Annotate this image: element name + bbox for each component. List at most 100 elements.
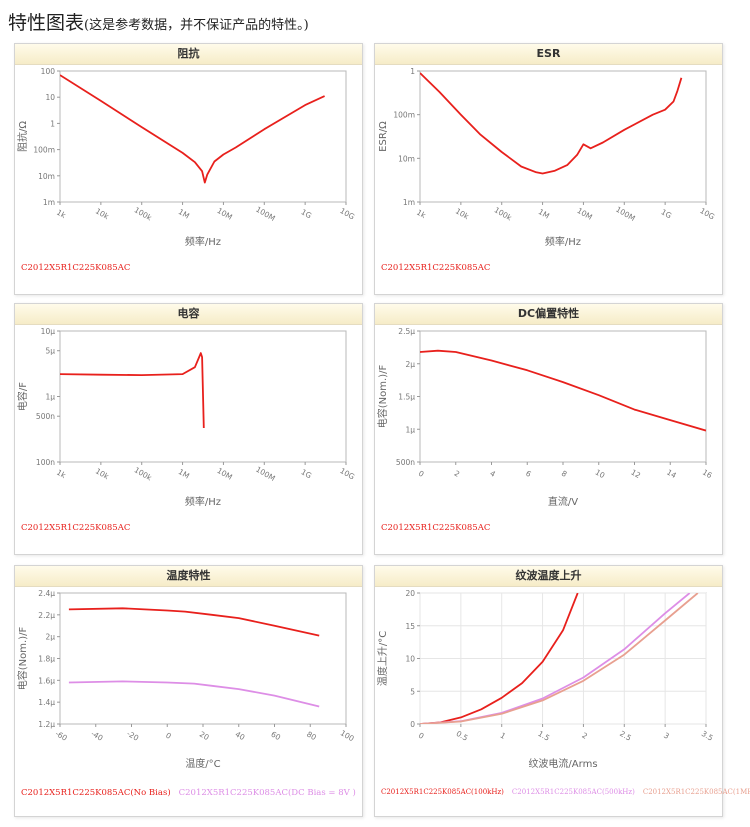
x-tick-label: 10G xyxy=(698,206,716,222)
x-axis-label: 频率/Hz xyxy=(545,235,581,248)
y-tick-label: 2.2μ xyxy=(38,611,55,620)
x-tick-label: 10G xyxy=(338,206,356,222)
ripple-panel: 纹波温度上升 0 5 10 15 20 0 0.5 1 1.5 2 2.5 3 3.5 纹波电流/Arms… xyxy=(374,565,750,817)
legend-item: C2012X5R1C225K085AC(DC Bias = 8V ) xyxy=(178,788,356,798)
esr-chart: 1m 10m 100m 1 1k 10k 100k 1M 10M 100M 1G 10G 频率/Hz ES… xyxy=(378,67,716,248)
x-tick-label: 0 xyxy=(417,731,426,741)
chart-title: 纹波温度上升 xyxy=(375,566,722,587)
y-tick-label: 100m xyxy=(33,146,55,155)
legend-item: C2012X5R1C225K085AC(No Bias) xyxy=(21,788,171,798)
x-tick-label: 100 xyxy=(339,728,356,743)
y-tick-label: 2μ xyxy=(45,633,55,642)
x-tick-label: 2 xyxy=(453,469,462,479)
y-tick-label: 10 xyxy=(45,93,55,102)
x-tick-label: 100k xyxy=(133,205,154,222)
y-tick-label: 20 xyxy=(405,589,415,598)
y-axis-label: 阻抗/Ω xyxy=(16,121,29,152)
x-tick-label: 100k xyxy=(133,465,154,482)
x-axis-label: 频率/Hz xyxy=(185,235,221,248)
x-tick-label: 6 xyxy=(524,469,533,479)
temperature-chart: 1.2μ 1.4μ 1.6μ 1.8μ 2μ 2.2μ 2.4μ -60 -40 -20 0 20 40… xyxy=(16,589,356,770)
y-tick-label: 5 xyxy=(410,687,415,696)
page-heading: 特性图表(这是参考数据，并不保证产品的特性。) xyxy=(8,8,309,35)
impedance-panel: 阻抗 1m 10m 100m 1 10 100 1k 10k 100k 1M 10M 100M 1G 10… xyxy=(14,43,363,295)
esr-panel: ESR 1m 10m 100m 1 1k 10k 100k 1M 10M 100M 1G 10G 频率/… xyxy=(374,43,723,295)
temperature-panel: 温度特性 1.2μ 1.4μ 1.6μ 1.8μ 2μ 2.2μ 2.4μ -60 -40 -20… xyxy=(14,565,363,817)
series-line-3 xyxy=(420,593,699,724)
legend-item: C2012X5R1C225K085AC xyxy=(381,263,491,273)
x-tick-label: 10k xyxy=(94,466,111,481)
series-line-1 xyxy=(60,74,325,184)
x-tick-label: 10M xyxy=(215,206,233,222)
y-tick-label: 1m xyxy=(43,198,55,207)
x-tick-label: 3.5 xyxy=(700,729,715,743)
dc-bias-chart: 500n 1μ 1.5μ 2μ 2.5μ 0 2 4 6 8 10 12 14 16 直流/V 电容(Nom.… xyxy=(376,327,714,508)
x-tick-label: 10M xyxy=(215,466,233,482)
series-line-1 xyxy=(60,352,205,429)
series-line-2 xyxy=(68,680,320,708)
y-tick-label: 10 xyxy=(405,655,415,664)
x-tick-label: 80 xyxy=(305,730,318,743)
x-tick-label: -40 xyxy=(89,729,104,743)
x-tick-label: 20 xyxy=(198,730,211,743)
legend-item: C2012X5R1C225K085AC xyxy=(381,523,491,533)
x-tick-label: 16 xyxy=(701,468,714,481)
chart-legend: C2012X5R1C225K085AC xyxy=(21,523,138,533)
legend-item: C2012X5R1C225K085AC(100kHz) xyxy=(381,788,504,796)
x-tick-label: 100M xyxy=(254,465,277,483)
x-tick-label: 2.5 xyxy=(618,729,633,743)
x-tick-label: 10M xyxy=(575,206,593,222)
chart-legend: C2012X5R1C225K085AC xyxy=(381,523,498,533)
y-axis-label: 电容/F xyxy=(16,382,29,411)
y-tick-label: 500n xyxy=(396,458,415,467)
x-tick-label: -20 xyxy=(125,729,140,743)
x-axis-label: 纹波电流/Arms xyxy=(528,757,597,770)
plot-area xyxy=(419,70,707,203)
series-line-1 xyxy=(68,607,320,637)
x-tick-label: 10G xyxy=(338,466,356,482)
x-tick-label: 10k xyxy=(454,206,471,221)
x-tick-label: 0 xyxy=(164,731,173,741)
y-tick-label: 1.8μ xyxy=(38,655,55,664)
legend-item: C2012X5R1C225K085AC xyxy=(21,523,131,533)
x-tick-label: 3 xyxy=(662,731,671,741)
x-tick-label: 1M xyxy=(537,207,551,220)
x-tick-label: 10 xyxy=(594,468,607,481)
y-tick-label: 1.4μ xyxy=(38,698,55,707)
x-tick-label: 40 xyxy=(234,730,247,743)
chart-legend: C2012X5R1C225K085AC xyxy=(381,263,498,273)
x-tick-label: -60 xyxy=(54,729,69,743)
chart-title: DC偏置特性 xyxy=(375,304,722,325)
y-tick-label: 1 xyxy=(410,67,415,76)
x-tick-label: 1M xyxy=(177,467,191,480)
y-tick-label: 2.4μ xyxy=(38,589,55,598)
x-tick-label: 14 xyxy=(665,468,678,481)
y-axis-label: 电容(Nom.)/F xyxy=(16,627,29,691)
x-tick-label: 10k xyxy=(94,206,111,221)
legend-item: C2012X5R1C225K085AC xyxy=(21,263,131,273)
x-tick-label: 60 xyxy=(269,730,282,743)
legend-item: C2012X5R1C225K085AC(1MHz) xyxy=(642,788,750,796)
y-tick-label: 10m xyxy=(398,154,415,163)
chart-legend: C2012X5R1C225K085AC xyxy=(21,263,138,273)
x-tick-label: 100k xyxy=(493,205,514,222)
chart-title: ESR xyxy=(375,44,722,65)
x-axis-label: 直流/V xyxy=(548,495,578,508)
y-tick-label: 1.5μ xyxy=(398,393,415,402)
y-tick-label: 2.5μ xyxy=(398,327,415,336)
y-tick-label: 500n xyxy=(36,412,55,421)
y-tick-label: 100 xyxy=(41,67,56,76)
chart-legend: C2012X5R1C225K085AC(No Bias) C2012X5R1C22… xyxy=(21,788,364,798)
x-tick-label: 100M xyxy=(614,205,637,223)
x-axis-label: 温度/°C xyxy=(185,757,220,770)
x-tick-label: 8 xyxy=(560,469,569,479)
legend-item: C2012X5R1C225K085AC(500kHz) xyxy=(511,788,635,796)
plot-area xyxy=(59,70,347,203)
y-axis-label: 电容(Nom.)/F xyxy=(376,365,389,429)
y-tick-label: 15 xyxy=(405,622,415,631)
x-tick-label: 1.5 xyxy=(536,729,551,743)
x-tick-label: 0 xyxy=(417,469,426,479)
series-line-1 xyxy=(420,349,706,432)
y-tick-label: 5μ xyxy=(45,347,55,356)
x-tick-label: 1M xyxy=(177,207,191,220)
